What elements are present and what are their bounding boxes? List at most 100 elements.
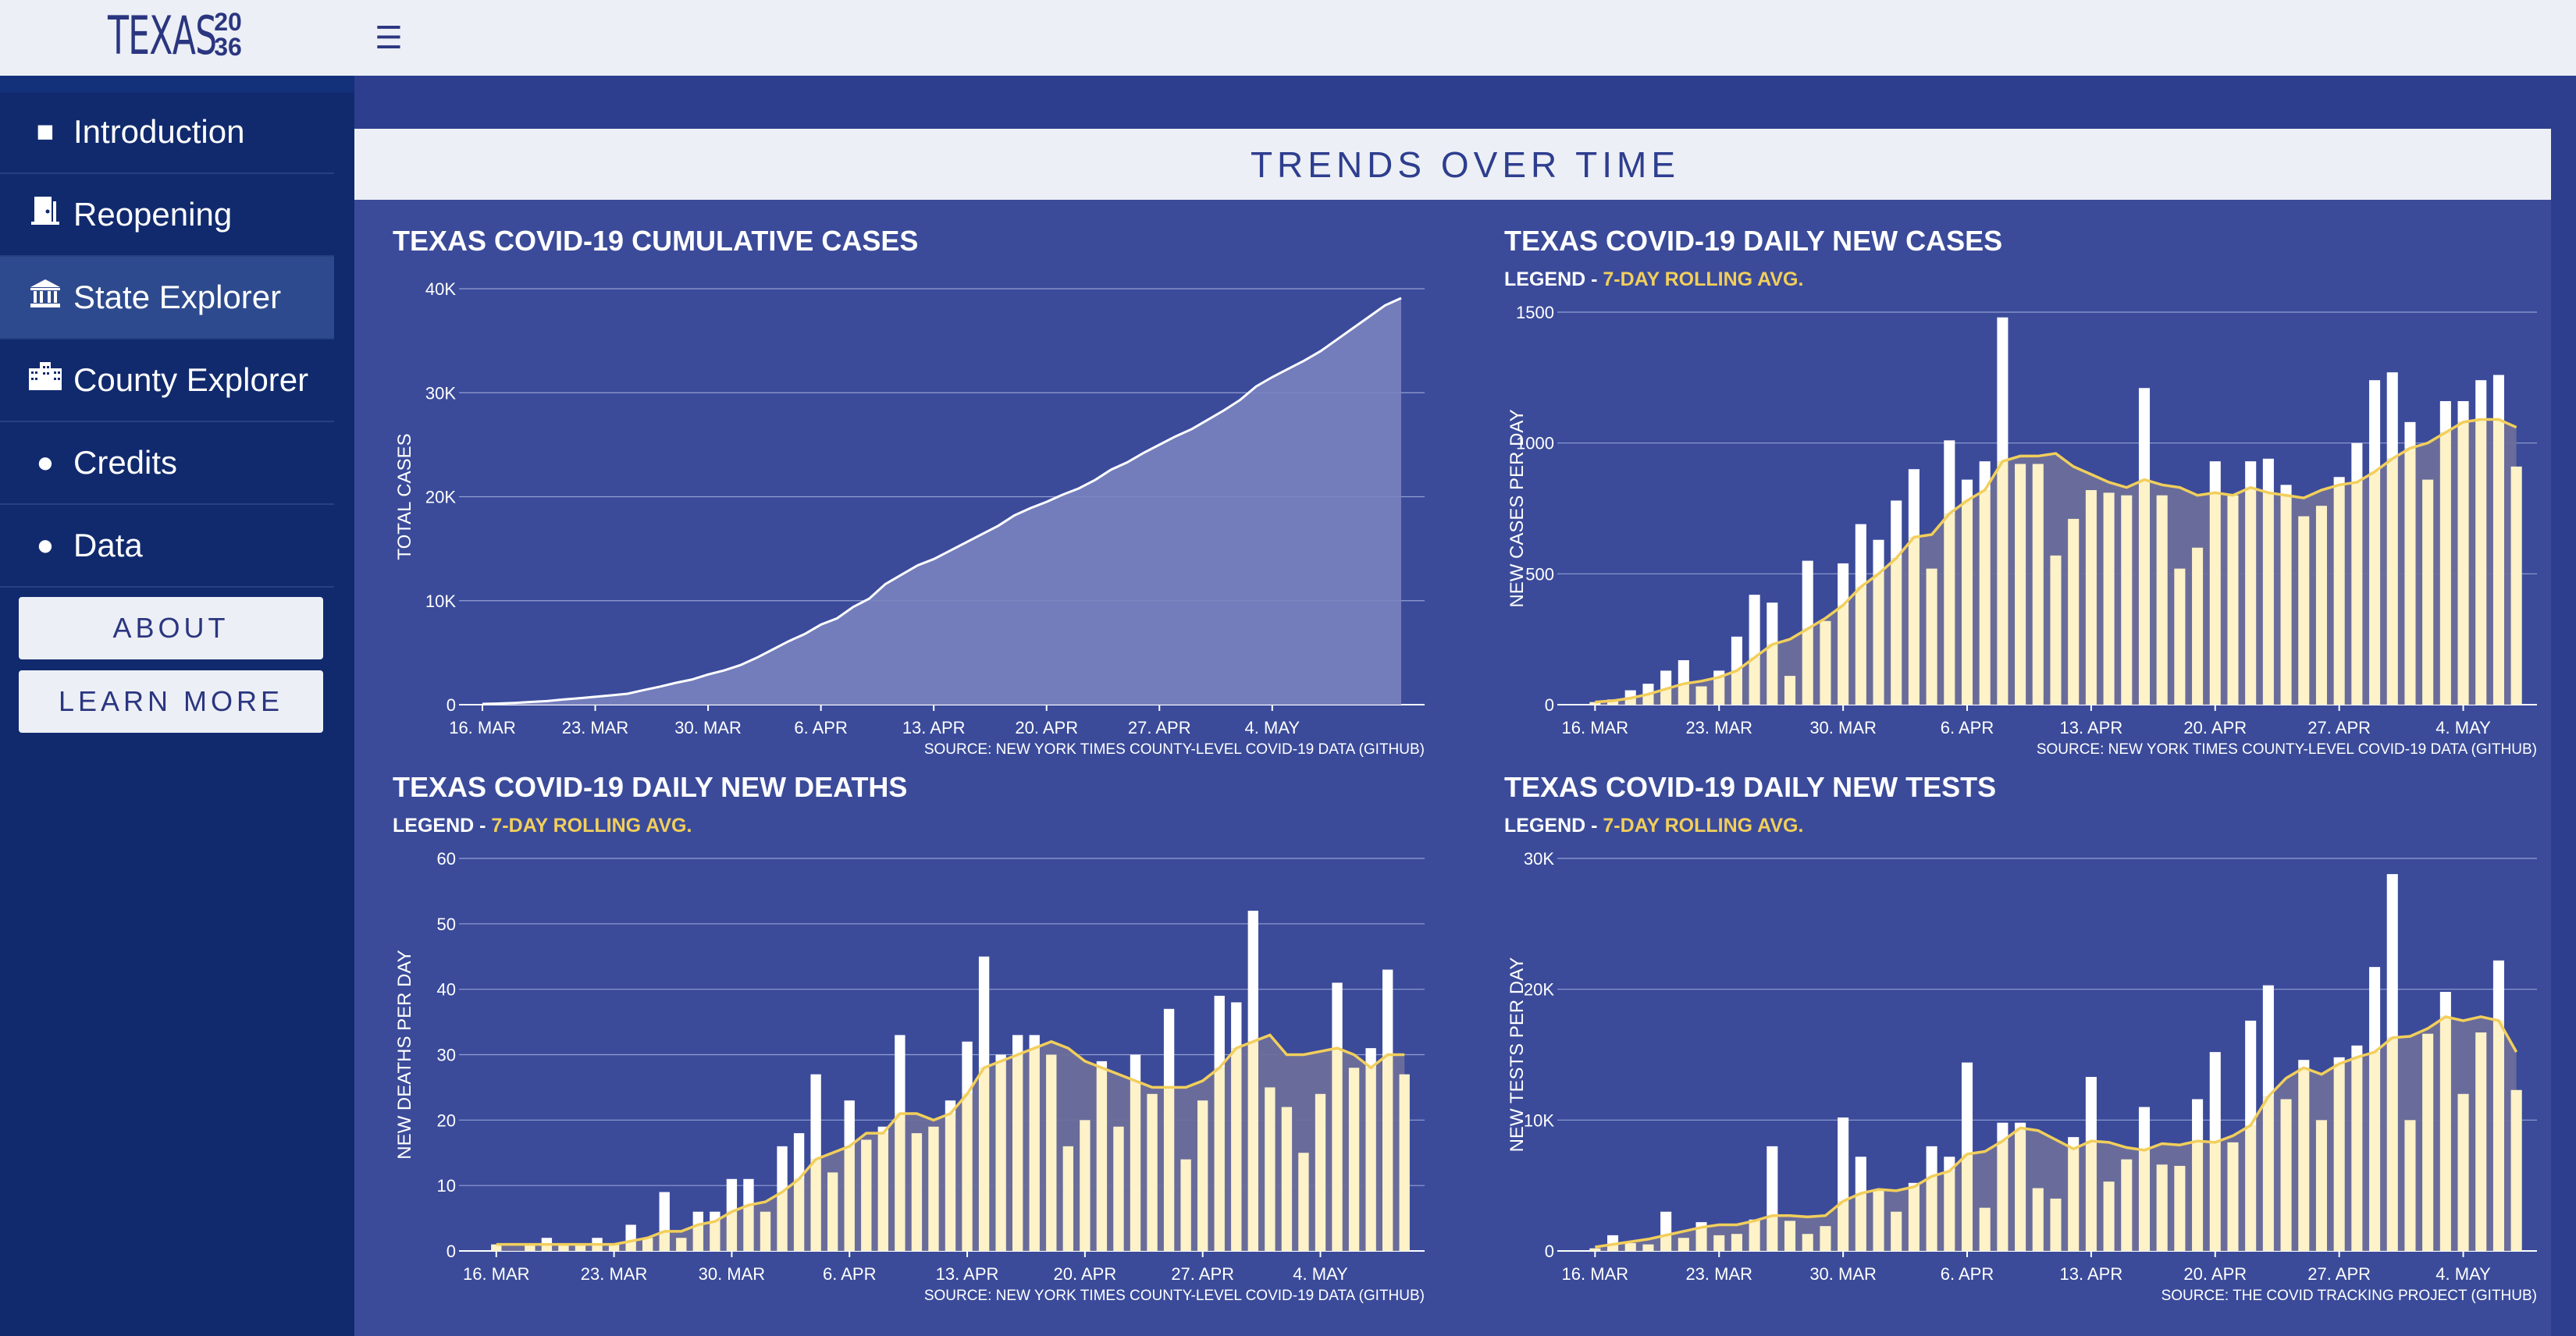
bar-excess <box>1944 440 1955 514</box>
bar <box>1873 574 1884 705</box>
bar-excess <box>2209 461 2221 493</box>
x-tick-label: 4. MAY <box>1293 1264 1348 1284</box>
chart-title-new-tests: TEXAS COVID-19 DAILY NEW TESTS <box>1504 771 1997 803</box>
bar <box>2103 1181 2115 1251</box>
divider <box>0 503 334 505</box>
y-tick-label: 0 <box>447 1242 456 1261</box>
bar-excess <box>541 1238 553 1245</box>
bar <box>810 1159 821 1251</box>
bar <box>1713 677 1725 705</box>
x-tick-label: 4. MAY <box>2435 718 2491 737</box>
bar <box>1926 568 1937 705</box>
bar <box>1607 700 1619 705</box>
y-tick-label: 1500 <box>1516 303 1554 322</box>
bar <box>2192 1141 2204 1251</box>
cumulative-line <box>482 297 1402 705</box>
circle-icon: ● <box>36 528 55 562</box>
bar <box>1163 1087 1175 1251</box>
bar-excess <box>1214 996 1225 1068</box>
bar-excess <box>2138 1107 2151 1150</box>
bar <box>2475 419 2487 705</box>
bar <box>2068 1149 2080 1251</box>
bar-excess <box>1908 1182 1920 1187</box>
sidebar-item-data[interactable]: ● Data <box>0 505 334 586</box>
bar-excess <box>2475 380 2487 420</box>
daily-new-cases-chart: 0 500 1000 1500 NEW CASES PER DAY SOURCE: NEW… <box>1507 303 2537 758</box>
bar-excess <box>2085 1077 2097 1142</box>
y-tick-label: 20 <box>437 1110 456 1130</box>
bar-excess <box>1642 684 1654 695</box>
bar-excess <box>1012 1035 1023 1055</box>
bar <box>2138 1149 2151 1251</box>
bar <box>625 1241 636 1251</box>
bar-excess <box>810 1074 821 1160</box>
about-button[interactable]: ABOUT <box>19 597 323 659</box>
bar <box>2298 516 2310 705</box>
bar <box>2457 1093 2469 1251</box>
bar <box>1214 1068 1225 1251</box>
texas-2036-logo[interactable]: TEXAS 20 36 <box>108 5 259 67</box>
bar <box>1642 694 1654 705</box>
x-tick-label: 20. APR <box>2183 718 2247 737</box>
logo-word: TEXAS <box>108 5 217 67</box>
divider <box>0 338 334 339</box>
bar-excess <box>1096 1061 1108 1068</box>
bar-excess <box>2280 485 2292 496</box>
x-tick-label: 30. MAR <box>699 1264 766 1284</box>
door-icon <box>25 195 66 234</box>
sidebar-item-reopening[interactable]: Reopening <box>0 174 334 255</box>
bar-excess <box>1961 479 1973 501</box>
hamburger-icon[interactable]: ☰ <box>375 21 403 55</box>
bar-excess <box>1908 469 1920 538</box>
bar-excess <box>2333 477 2345 485</box>
bar-excess <box>1660 1211 1672 1235</box>
bar <box>1749 1221 1760 1251</box>
x-tick-label: 6. APR <box>823 1264 876 1284</box>
bar <box>911 1133 923 1251</box>
sidebar-item-label: Reopening <box>73 196 233 233</box>
x-tick-label: 30. MAR <box>1809 718 1877 737</box>
legend-series: 7-DAY ROLLING AVG. <box>1603 815 1804 837</box>
bar <box>1767 1215 1778 1251</box>
bar <box>1315 1093 1326 1251</box>
x-tick-label: 13. APR <box>2060 718 2123 737</box>
source-note: SOURCE: NEW YORK TIMES COUNTY-LEVEL COVI… <box>924 1288 1425 1304</box>
y-tick-label: 60 <box>437 849 456 869</box>
bar-excess <box>1130 1054 1141 1082</box>
x-tick-label: 27. APR <box>2307 1264 2371 1284</box>
chart-legend-new-tests: LEGEND - 7-DAY ROLLING AVG. <box>1504 815 1803 837</box>
sidebar-item-label: Introduction <box>73 113 245 150</box>
sidebar-item-county-explorer[interactable]: County Explorer <box>0 339 334 421</box>
y-tick-label: 10K <box>425 592 456 611</box>
bar <box>2032 1188 2044 1251</box>
chart-legend-new-cases: LEGEND - 7-DAY ROLLING AVG. <box>1504 268 1803 291</box>
legend-prefix: LEGEND - <box>1504 815 1603 837</box>
bar <box>525 1244 535 1251</box>
divider <box>0 172 334 174</box>
bar-excess <box>2492 375 2504 420</box>
bar <box>2280 1099 2292 1251</box>
bar <box>2404 1120 2416 1251</box>
bar <box>1944 1171 1955 1251</box>
sidebar-item-credits[interactable]: ● Credits <box>0 422 334 503</box>
bar <box>1891 558 1902 705</box>
bar <box>1695 686 1707 705</box>
bar <box>1802 628 1813 705</box>
y-tick-label: 50 <box>437 915 456 934</box>
bar-excess <box>1163 1008 1175 1088</box>
learn-more-button[interactable]: LEARN MORE <box>19 670 323 733</box>
legend-series: 7-DAY ROLLING AVG. <box>1603 268 1804 290</box>
bar <box>1247 1041 1258 1251</box>
bar <box>1348 1068 1360 1251</box>
bar <box>1838 605 1849 705</box>
sidebar-item-state-explorer[interactable]: State Explorer <box>0 257 334 338</box>
sidebar-item-introduction[interactable]: ■ Introduction <box>0 91 334 172</box>
bar-excess <box>1891 500 1902 559</box>
bar <box>2227 495 2239 705</box>
y-tick-label: 30 <box>437 1046 456 1065</box>
sidebar-top-stripe <box>0 76 354 93</box>
source-note: SOURCE: THE COVID TRACKING PROJECT (GITH… <box>2161 1288 2537 1304</box>
bar <box>1147 1093 1158 1251</box>
bar-excess <box>1247 911 1258 1042</box>
x-tick-label: 23. MAR <box>581 1264 648 1284</box>
